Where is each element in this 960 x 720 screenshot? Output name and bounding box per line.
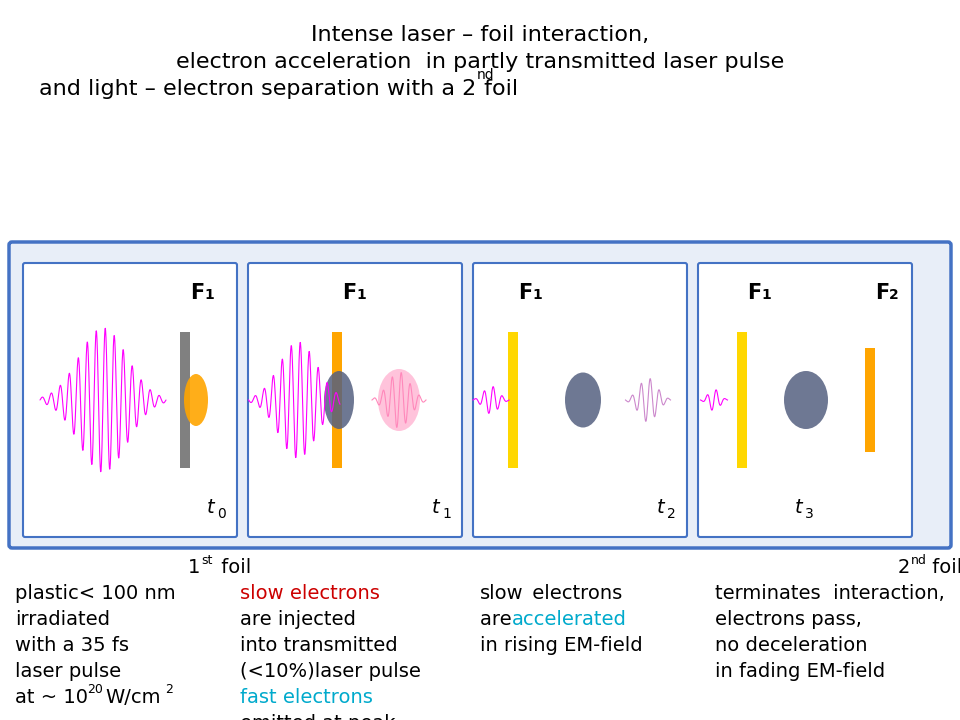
Text: t: t — [795, 498, 803, 517]
Text: and light – electron separation with a 2: and light – electron separation with a 2 — [38, 79, 476, 99]
Ellipse shape — [324, 371, 354, 429]
Text: nd: nd — [477, 68, 494, 82]
Text: with a 35 fs: with a 35 fs — [15, 636, 129, 655]
Bar — [508, 332, 518, 468]
FancyBboxPatch shape — [248, 263, 462, 537]
Text: 2: 2 — [889, 288, 899, 302]
Bar — [737, 332, 747, 468]
Bar — [865, 348, 875, 452]
Text: laser pulse: laser pulse — [15, 662, 121, 681]
FancyBboxPatch shape — [9, 242, 951, 548]
Text: Intense laser – foil interaction,: Intense laser – foil interaction, — [311, 25, 649, 45]
Text: 2: 2 — [165, 683, 173, 696]
Text: t: t — [432, 498, 440, 517]
Text: 1: 1 — [356, 288, 366, 302]
Text: F: F — [190, 283, 204, 303]
Text: are: are — [480, 610, 517, 629]
Text: slow: slow — [480, 584, 523, 603]
Text: 0: 0 — [217, 507, 226, 521]
Text: 20: 20 — [87, 683, 103, 696]
Text: 2: 2 — [667, 507, 676, 521]
Text: at ~ 10: at ~ 10 — [15, 688, 88, 707]
Text: W/cm: W/cm — [105, 688, 160, 707]
Text: into transmitted: into transmitted — [240, 636, 397, 655]
FancyBboxPatch shape — [23, 263, 237, 537]
Text: F: F — [875, 283, 889, 303]
Ellipse shape — [565, 372, 601, 428]
Text: st: st — [201, 554, 212, 567]
Text: foil: foil — [477, 79, 518, 99]
Text: 1: 1 — [532, 288, 541, 302]
Text: in fading EM-field: in fading EM-field — [715, 662, 885, 681]
Ellipse shape — [784, 371, 828, 429]
Text: 3: 3 — [805, 507, 814, 521]
Text: electrons: electrons — [526, 584, 622, 603]
Text: plastic< 100 nm: plastic< 100 nm — [15, 584, 176, 603]
Text: (<10%)laser pulse: (<10%)laser pulse — [240, 662, 420, 681]
Text: 1: 1 — [204, 288, 214, 302]
Text: t: t — [657, 498, 664, 517]
Text: F: F — [747, 283, 761, 303]
Bar — [332, 332, 342, 468]
Bar — [180, 332, 190, 468]
Text: fast electrons: fast electrons — [240, 688, 372, 707]
Text: nd: nd — [911, 554, 926, 567]
Text: 1: 1 — [187, 558, 200, 577]
Text: no deceleration: no deceleration — [715, 636, 868, 655]
FancyBboxPatch shape — [473, 263, 687, 537]
FancyBboxPatch shape — [698, 263, 912, 537]
Text: 1: 1 — [761, 288, 771, 302]
Text: slow electrons: slow electrons — [240, 584, 380, 603]
Ellipse shape — [184, 374, 208, 426]
Text: F: F — [342, 283, 356, 303]
Text: terminates  interaction,: terminates interaction, — [715, 584, 945, 603]
Ellipse shape — [378, 369, 420, 431]
Text: foil: foil — [215, 558, 252, 577]
Text: accelerated: accelerated — [512, 610, 627, 629]
Text: foil: foil — [926, 558, 960, 577]
Text: t: t — [207, 498, 215, 517]
Text: emitted at peak: emitted at peak — [240, 714, 396, 720]
Text: electron acceleration  in partly transmitted laser pulse: electron acceleration in partly transmit… — [176, 52, 784, 72]
Text: 1: 1 — [442, 507, 451, 521]
Text: 2: 2 — [898, 558, 910, 577]
Text: are injected: are injected — [240, 610, 356, 629]
Text: irradiated: irradiated — [15, 610, 110, 629]
Text: F: F — [518, 283, 532, 303]
Text: electrons pass,: electrons pass, — [715, 610, 862, 629]
Text: in rising EM-field: in rising EM-field — [480, 636, 642, 655]
